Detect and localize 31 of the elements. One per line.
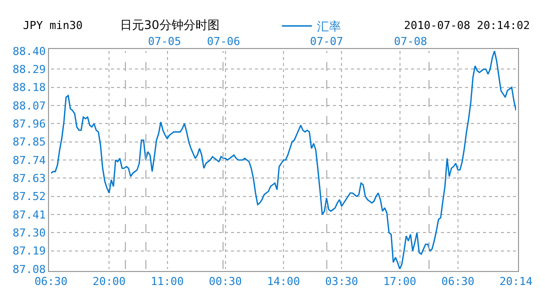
y-tick-label: 87.85 bbox=[12, 136, 46, 149]
x-tick-label: 11:00 bbox=[150, 275, 184, 288]
x-tick-label: 03:30 bbox=[325, 275, 358, 288]
chart-subtitle: 日元30分钟分时图 bbox=[120, 18, 220, 32]
y-tick-label: 87.96 bbox=[12, 118, 46, 131]
text: 07-06 bbox=[207, 35, 240, 48]
chart-title: JPY min30 bbox=[23, 19, 83, 32]
y-tick-label: 87.52 bbox=[12, 190, 46, 204]
y-tick-label: 87.41 bbox=[12, 208, 46, 222]
y-tick-label: 88.07 bbox=[12, 99, 46, 112]
x-tick-label: 06:30 bbox=[34, 275, 68, 288]
x-tick-label: 06:30 bbox=[441, 275, 474, 288]
y-tick-label: 87.30 bbox=[12, 226, 46, 240]
y-tick-label: 87.74 bbox=[12, 154, 46, 167]
legend-label: 汇率 bbox=[316, 20, 341, 34]
y-tick-label: 87.63 bbox=[12, 172, 46, 186]
y-tick-label: 87.19 bbox=[12, 244, 46, 258]
y-tick-label: 87.08 bbox=[12, 262, 46, 276]
y-tick-label: 88.18 bbox=[12, 81, 46, 94]
y-tick-label: 88.29 bbox=[12, 63, 46, 76]
x-tick-label: 14:00 bbox=[266, 275, 300, 288]
text: 07-08 bbox=[394, 35, 428, 48]
x-tick-label: 20:14 bbox=[499, 275, 533, 288]
text: 07-07 bbox=[310, 35, 344, 48]
x-tick-label: 20:00 bbox=[92, 275, 126, 288]
y-tick-label: 88.40 bbox=[12, 44, 46, 58]
x-tick-label: 17:00 bbox=[383, 275, 416, 288]
x-tick-label: 00:30 bbox=[208, 275, 242, 288]
text: 2010-07-08 20:14:02 bbox=[404, 19, 530, 32]
text: 07-05 bbox=[148, 35, 182, 48]
line-series bbox=[51, 51, 516, 269]
